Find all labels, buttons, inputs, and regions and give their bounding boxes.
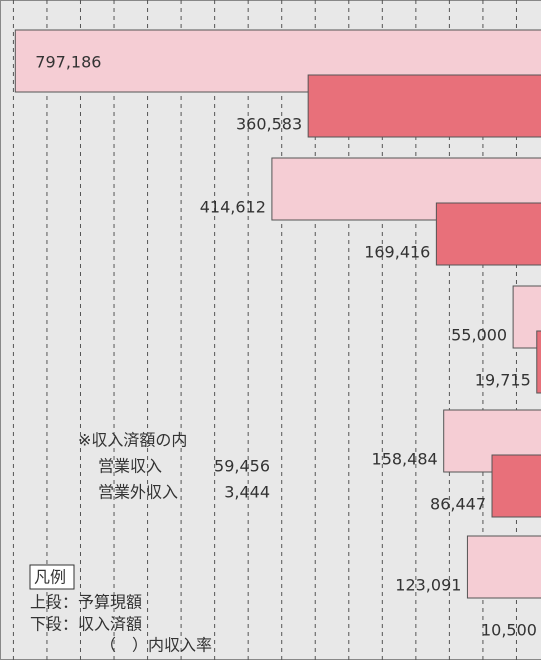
bar <box>466 535 541 599</box>
bar <box>307 74 541 138</box>
note-value: 3,444 <box>224 483 270 502</box>
note-title: ※収入済額の内 <box>78 431 187 450</box>
value-label: 360,583 <box>236 115 302 134</box>
note-value: 59,456 <box>214 457 270 476</box>
value-label: 19,715 <box>475 371 531 390</box>
note-label: 営業外収入 <box>98 483 178 502</box>
value-label: 10,500 <box>481 621 537 640</box>
legend-note: （ ）内収入率 <box>100 636 212 655</box>
legend-title: 凡例 <box>34 568 66 587</box>
value-label: 55,000 <box>451 326 507 345</box>
value-label: 169,416 <box>364 243 430 262</box>
value-label: 158,484 <box>372 450 438 469</box>
legend-entry: 下段：収入済額 <box>30 615 142 634</box>
bar <box>491 454 541 518</box>
legend-entry: 上段：予算現額 <box>30 593 142 612</box>
bar <box>536 330 541 394</box>
value-label: 797,186 <box>35 53 101 72</box>
value-label: 414,612 <box>200 198 266 217</box>
value-label: 86,447 <box>430 495 486 514</box>
value-label: 123,091 <box>395 576 461 595</box>
legend-title-box <box>29 564 75 590</box>
note-label: 営業収入 <box>98 457 162 476</box>
bar <box>435 202 541 266</box>
